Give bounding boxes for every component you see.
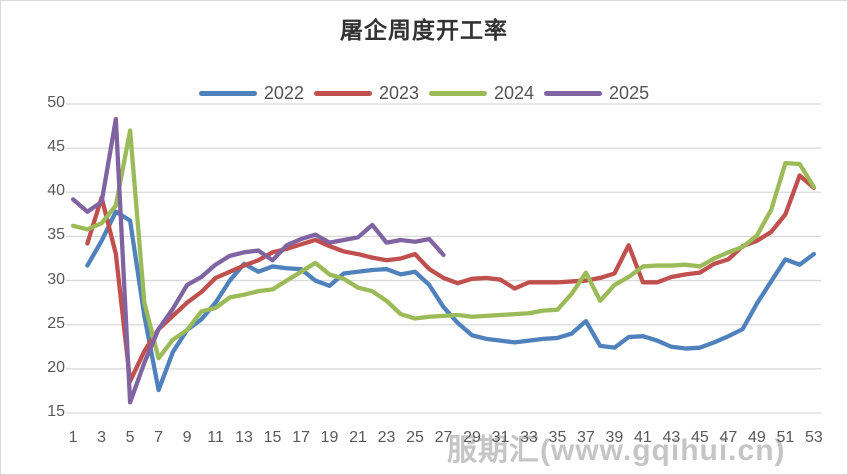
series-line-2023 bbox=[85, 173, 817, 384]
watermark-text: 服期汇(www.gqihui.cn) bbox=[447, 434, 786, 467]
y-axis-tick-label: 20 bbox=[47, 358, 65, 376]
y-axis-tick-label: 15 bbox=[47, 403, 65, 420]
x-axis-tick-label: 29 bbox=[463, 429, 481, 446]
x-axis-tick-label: 31 bbox=[491, 429, 510, 446]
x-axis-tick-label: 35 bbox=[548, 429, 567, 446]
series-line-2022 bbox=[85, 209, 817, 393]
legend-label-2024: 2024 bbox=[494, 83, 535, 103]
legend-swatch-2025 bbox=[544, 91, 603, 96]
x-axis-tick-label: 37 bbox=[577, 429, 595, 446]
x-axis-tick-label: 11 bbox=[207, 429, 224, 446]
legend-label-2023: 2023 bbox=[378, 83, 419, 103]
x-axis-tick-label: 45 bbox=[691, 429, 709, 446]
legend-label-2025: 2025 bbox=[609, 83, 650, 103]
legend-label-2022: 2022 bbox=[263, 83, 304, 103]
x-axis-tick-label: 21 bbox=[349, 429, 367, 446]
x-axis-tick-label: 51 bbox=[776, 429, 795, 446]
x-axis-tick-label: 15 bbox=[263, 429, 282, 446]
x-axis-tick-label: 47 bbox=[719, 429, 738, 446]
series-line-2025 bbox=[70, 116, 446, 405]
x-axis-tick-label: 1 bbox=[68, 429, 78, 446]
legend-swatch-2022 bbox=[198, 91, 257, 96]
x-axis-tick-label: 17 bbox=[292, 429, 310, 446]
x-axis-tick-label: 25 bbox=[406, 429, 424, 446]
series-line-2024 bbox=[70, 128, 817, 361]
y-axis-tick-label: 35 bbox=[47, 226, 65, 244]
x-axis-tick-label: 9 bbox=[182, 429, 192, 446]
legend-item-2025: 2025 bbox=[544, 83, 649, 104]
y-axis-tick-label: 45 bbox=[47, 138, 65, 156]
legend-swatch-2023 bbox=[313, 91, 372, 96]
chart-title: 屠企周度开工率 bbox=[340, 18, 508, 43]
x-axis-tick-label: 27 bbox=[434, 429, 453, 446]
legend-item-2022: 2022 bbox=[198, 83, 304, 104]
x-axis-tick-label: 3 bbox=[97, 429, 107, 446]
y-axis-tick-label: 30 bbox=[47, 270, 65, 288]
y-axis-tick-label: 40 bbox=[47, 182, 65, 200]
x-axis-tick-label: 19 bbox=[320, 429, 339, 446]
x-axis-tick-label: 43 bbox=[662, 429, 681, 446]
legend-swatch-2024 bbox=[429, 91, 487, 96]
x-axis-tick-label: 7 bbox=[154, 429, 164, 446]
x-axis-tick-label: 41 bbox=[634, 429, 652, 446]
legend-item-2024: 2024 bbox=[429, 83, 534, 104]
legend-item-2023: 2023 bbox=[313, 83, 419, 104]
y-axis-tick-label: 50 bbox=[47, 94, 65, 111]
x-axis-tick-label: 53 bbox=[804, 429, 823, 446]
x-axis-tick-label: 23 bbox=[377, 429, 396, 446]
x-axis-tick-label: 49 bbox=[747, 429, 766, 446]
x-axis-tick-label: 5 bbox=[125, 429, 135, 446]
x-axis-tick-label: 33 bbox=[520, 429, 538, 446]
chart-legend: 2022 2023 2024 2025 bbox=[1, 83, 847, 104]
x-axis-tick-label: 39 bbox=[605, 429, 624, 446]
x-axis-tick-label: 13 bbox=[235, 429, 253, 446]
y-axis-tick-label: 25 bbox=[47, 314, 65, 332]
